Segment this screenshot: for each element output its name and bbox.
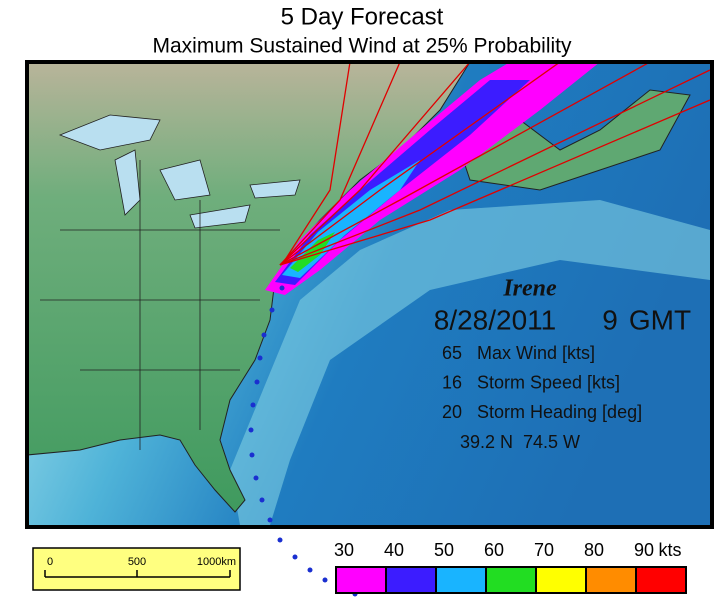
legend-label: 70 [534, 540, 554, 560]
legend-swatch [535, 566, 587, 594]
stat-label: Storm Heading [deg] [477, 402, 642, 422]
legend-label: 90 [634, 540, 654, 560]
subtitle: Maximum Sustained Wind at 25% Probabilit… [152, 35, 572, 58]
scale-label: 0 [47, 556, 53, 568]
title: 5 Day Forecast [281, 3, 444, 30]
land-maritimes [459, 89, 691, 191]
stat-label: Max Wind [kts] [477, 343, 595, 363]
stat-value: 16 [442, 372, 462, 392]
wind-swath-30 [265, 64, 598, 295]
storm-zone: GMT [629, 304, 691, 335]
shelf [230, 200, 710, 525]
legend-swatch [635, 566, 687, 594]
forecast-tracks [279, 64, 710, 266]
scale-bar: 0 500 1000km [32, 547, 241, 591]
legend-label: 30 [334, 540, 354, 560]
legend-unit: kts [658, 540, 681, 560]
legend-label: 40 [384, 540, 404, 560]
stat-value: 65 [442, 343, 462, 363]
legend-label: 60 [484, 540, 504, 560]
scale-label: 1000km [197, 556, 236, 568]
legend-swatch [485, 566, 537, 594]
storm-name: Irene [502, 276, 557, 302]
storm-position: 39.2 N 74.5 W [460, 432, 580, 452]
legend-swatch [385, 566, 437, 594]
map [29, 64, 710, 525]
state-borders [40, 160, 280, 450]
scale-label: 500 [128, 556, 146, 568]
stat-value: 20 [442, 402, 462, 422]
storm-time: 9 [602, 304, 618, 335]
legend-label: 80 [584, 540, 604, 560]
legend-label: 50 [434, 540, 454, 560]
legend-swatch [585, 566, 637, 594]
stat-label: Storm Speed [kts] [477, 372, 620, 392]
legend-swatch [335, 566, 387, 594]
map-frame [25, 60, 714, 529]
legend-swatch [435, 566, 487, 594]
storm-date: 8/28/2011 [434, 304, 557, 335]
